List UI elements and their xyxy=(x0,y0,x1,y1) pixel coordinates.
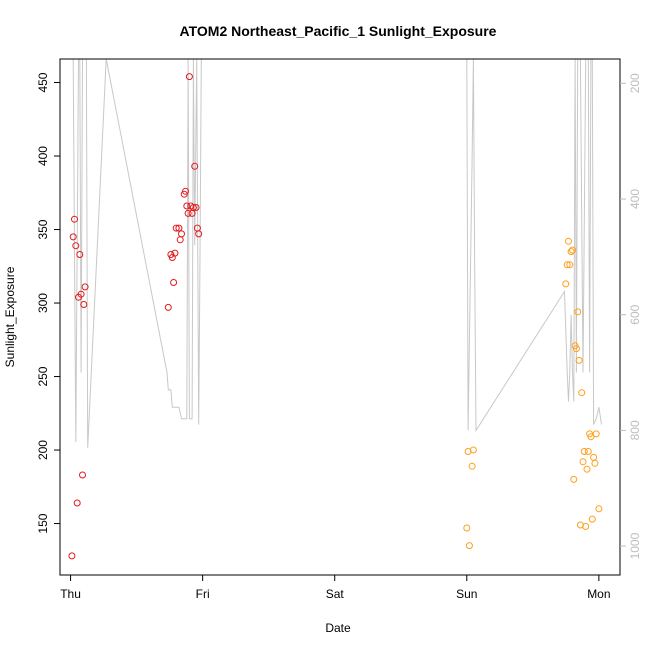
data-point xyxy=(578,389,586,397)
data-point xyxy=(565,237,572,245)
data-point xyxy=(164,303,172,311)
data-point xyxy=(76,251,84,258)
data-point xyxy=(80,301,88,308)
data-point xyxy=(584,448,592,455)
data-point xyxy=(182,187,189,195)
y-axis-label: Sunlight_Exposure xyxy=(3,266,17,367)
data-point xyxy=(191,162,199,170)
data-point xyxy=(69,233,77,241)
points-layer xyxy=(68,73,603,560)
y-tick-label: 200 xyxy=(36,440,50,460)
data-point xyxy=(469,446,477,454)
data-point xyxy=(567,248,575,256)
data-point xyxy=(572,345,580,353)
data-point xyxy=(563,261,571,269)
data-point xyxy=(189,204,197,211)
data-point xyxy=(72,242,80,250)
data-point xyxy=(566,261,574,269)
data-point xyxy=(465,542,473,550)
secondary-line-layer xyxy=(70,59,602,448)
x-axis: Thu Fri Sat Sun Mon xyxy=(60,575,611,601)
data-point xyxy=(195,230,203,238)
data-point xyxy=(575,356,583,364)
data-point xyxy=(579,458,587,466)
data-point xyxy=(588,515,596,523)
data-point xyxy=(463,524,471,532)
data-point xyxy=(592,430,600,438)
y2-tick-label: 200 xyxy=(628,73,642,93)
data-point xyxy=(582,523,590,530)
plot-frame xyxy=(59,58,621,576)
data-point xyxy=(170,279,178,286)
chart-title: ATOM2 Northeast_Pacific_1 Sunlight_Expos… xyxy=(180,23,497,39)
data-point xyxy=(574,308,582,316)
data-point xyxy=(591,459,599,467)
y-tick-label: 250 xyxy=(36,366,50,386)
x-tick-label: Thu xyxy=(60,587,81,601)
y-tick-label: 300 xyxy=(36,293,50,313)
data-point xyxy=(185,73,193,81)
data-point xyxy=(68,552,76,560)
y-tick-label: 150 xyxy=(36,513,50,533)
data-point xyxy=(77,290,85,298)
data-point xyxy=(71,215,78,223)
y-tick-label: 350 xyxy=(36,219,50,239)
data-point xyxy=(79,471,86,479)
data-point xyxy=(580,448,588,455)
x-tick-label: Mon xyxy=(587,587,610,601)
data-point xyxy=(176,236,184,244)
y2-tick-label: 400 xyxy=(628,189,642,209)
secondary-series-line xyxy=(70,59,602,448)
data-point xyxy=(183,202,191,210)
y-tick-label: 400 xyxy=(36,146,50,166)
data-point xyxy=(175,224,183,232)
data-point xyxy=(172,224,180,232)
data-point xyxy=(569,246,576,254)
x-tick-label: Fri xyxy=(196,587,210,601)
data-point xyxy=(178,230,185,238)
y2-tick-label: 800 xyxy=(628,420,642,440)
data-point xyxy=(590,453,598,461)
data-point xyxy=(587,433,595,441)
data-point xyxy=(562,280,570,288)
data-point xyxy=(595,505,603,513)
data-point xyxy=(184,209,192,217)
data-point xyxy=(73,499,81,507)
data-point xyxy=(192,204,200,211)
y-axis-left: 150 200 250 300 350 400 450 xyxy=(36,72,60,534)
x-tick-label: Sun xyxy=(456,587,477,601)
x-axis-label: Date xyxy=(325,621,351,635)
data-point xyxy=(81,283,89,291)
data-point xyxy=(468,462,476,470)
y2-tick-label: 1000 xyxy=(628,532,642,559)
data-point xyxy=(570,475,578,483)
x-tick-label: Sat xyxy=(326,587,345,601)
y-axis-right: 200 400 600 800 1000 xyxy=(620,73,642,559)
data-point xyxy=(171,249,179,257)
data-point xyxy=(583,465,591,473)
y-tick-label: 450 xyxy=(36,72,50,92)
y2-tick-label: 600 xyxy=(628,304,642,324)
